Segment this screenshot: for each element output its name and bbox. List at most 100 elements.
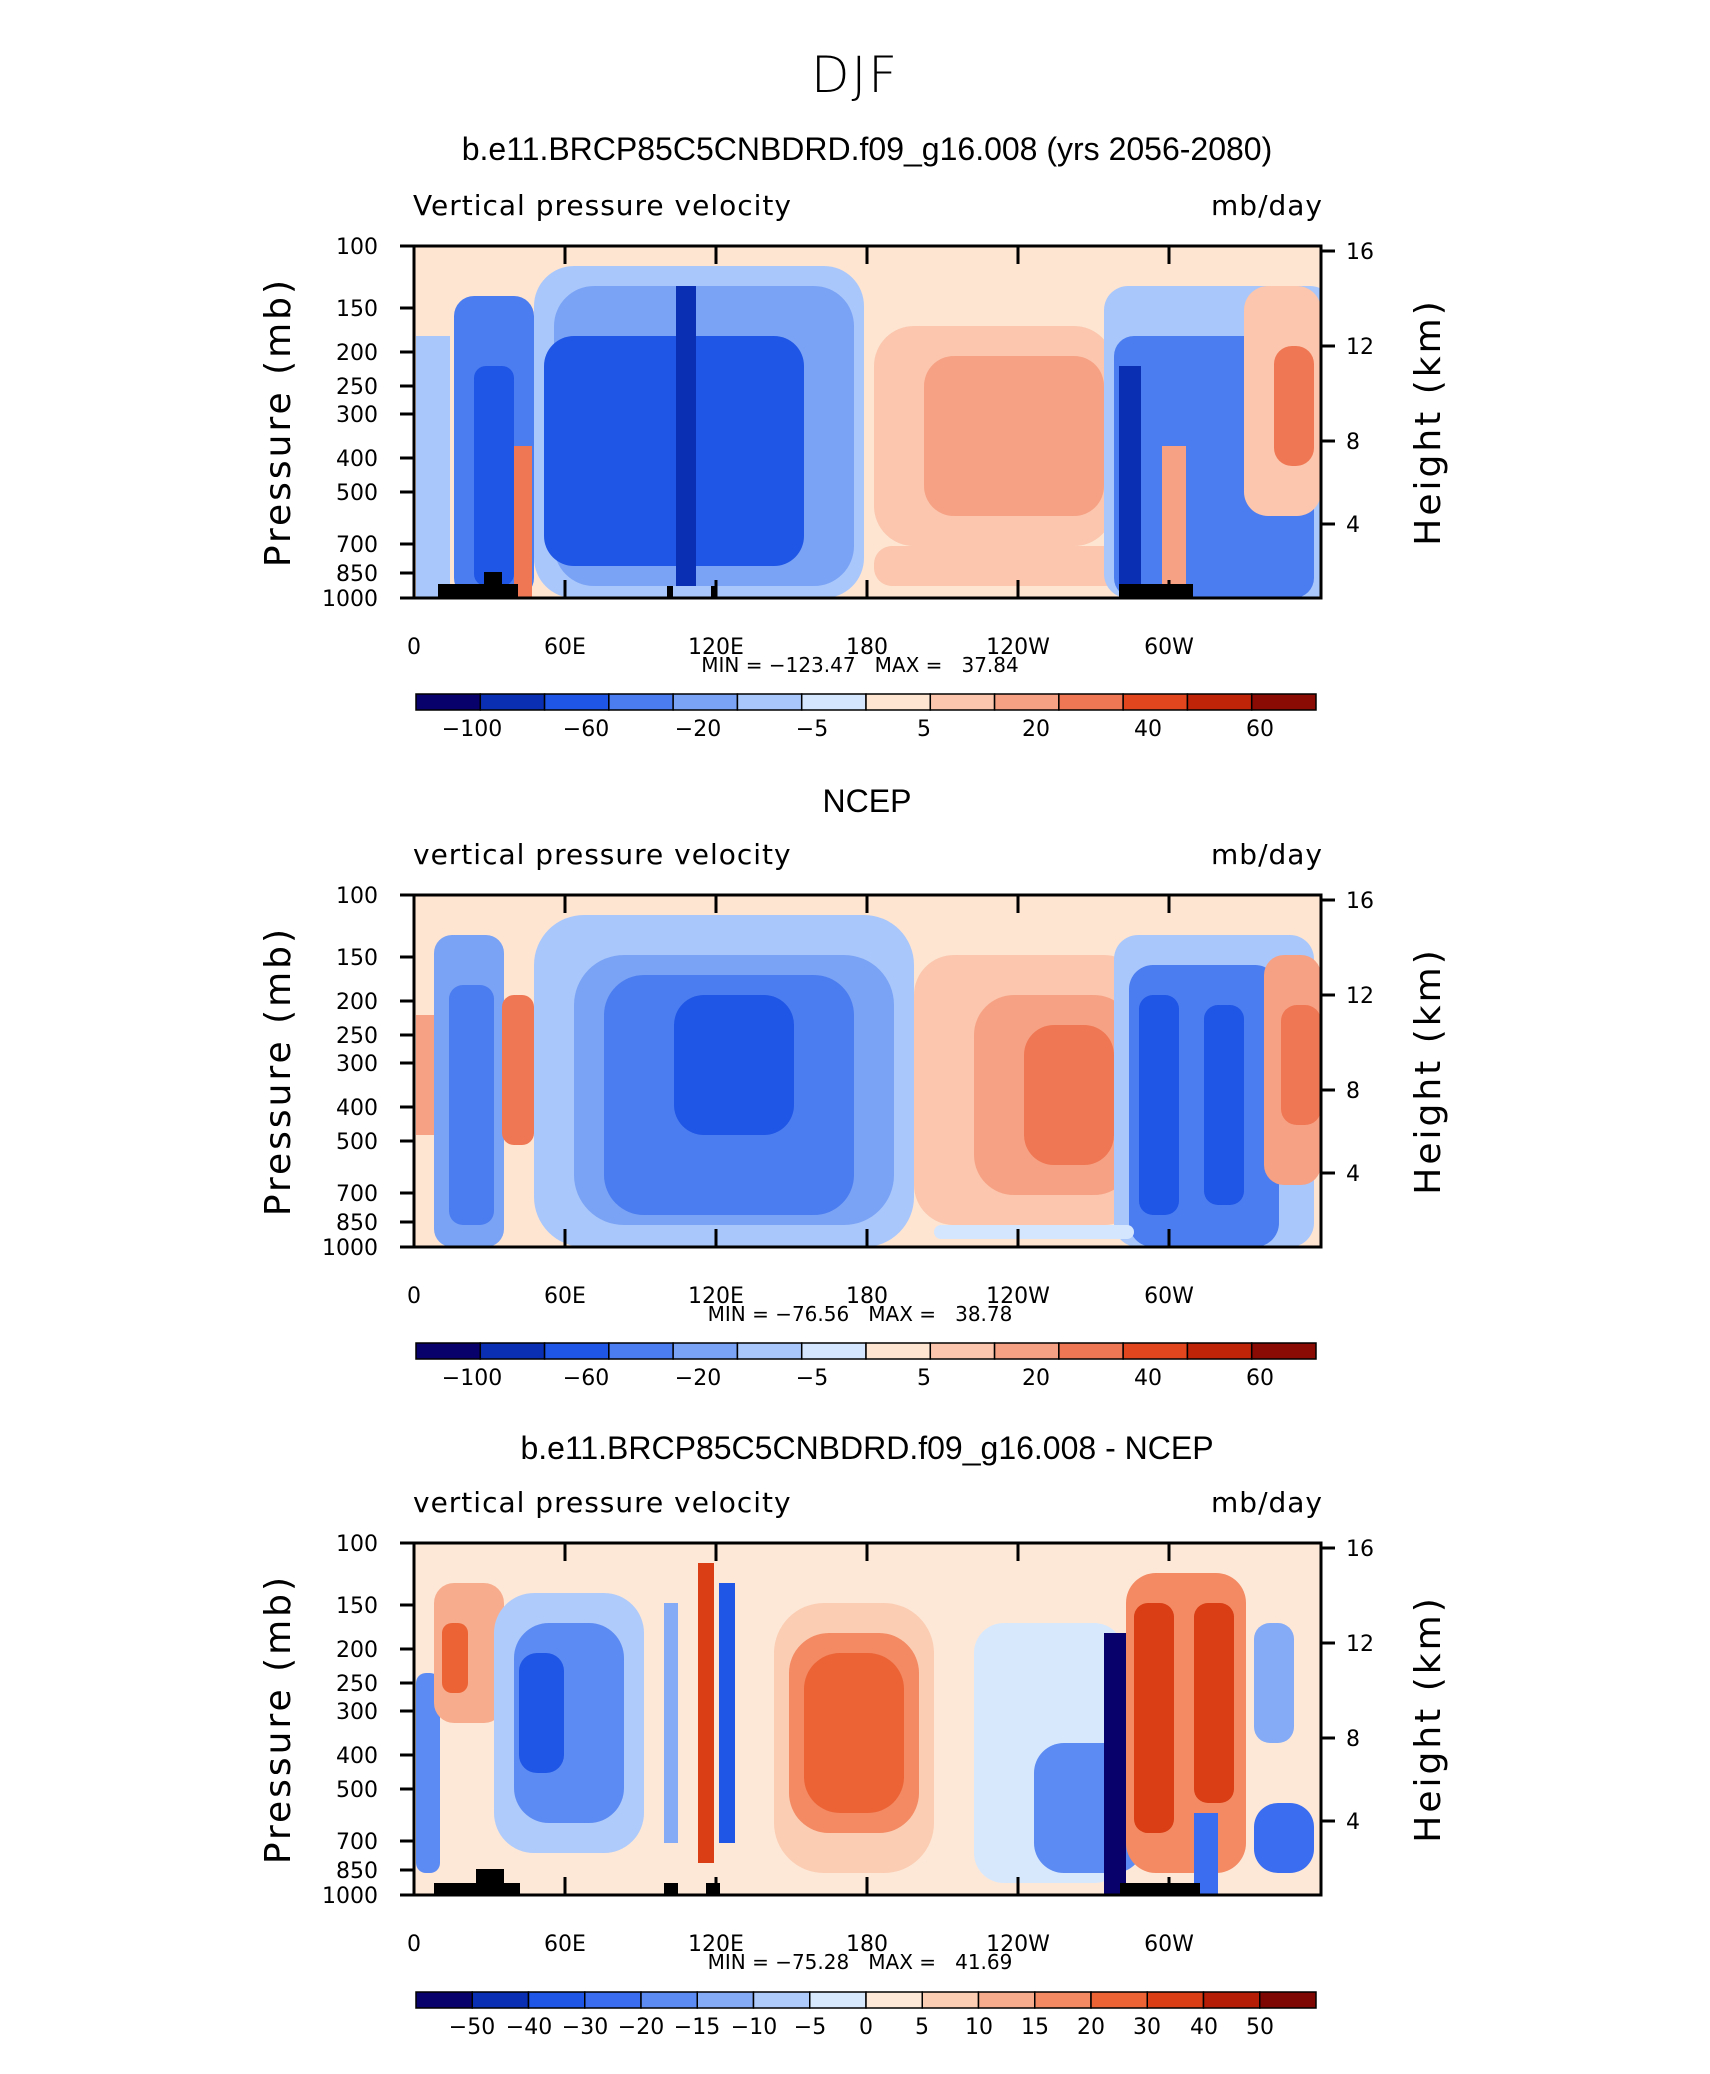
panel-1-x-ticks (412, 246, 1171, 598)
y-tick-label: 1000 (322, 1236, 378, 1261)
y2-tick-label: 16 (1346, 1537, 1374, 1562)
region-west-ascent (416, 1673, 440, 1873)
colorbar-swatch (543, 1342, 610, 1360)
y-tick-label: 850 (336, 1211, 378, 1236)
panel-1-min-max: MIN = −123.47 MAX = 37.84 (701, 653, 1018, 677)
y2-tick-label: 8 (1346, 430, 1360, 455)
colorbar-swatch (608, 693, 674, 711)
region-africa-red (502, 995, 534, 1145)
y-tick-label: 150 (336, 946, 378, 971)
x-tick-label: 0 (407, 1932, 421, 1957)
y-tick-label: 100 (336, 1532, 378, 1557)
x-tick-label: 120E (688, 1284, 744, 1309)
region-americas-red-1 (1134, 1603, 1174, 1833)
region-central-pacific-core (804, 1653, 904, 1813)
y2-tick-label: 8 (1346, 1079, 1360, 1104)
panel-3-title: b.e11.BRCP85C5CNBDRD.f09_g16.008 - NCEP (520, 1430, 1213, 1466)
region-atlantic-core (1281, 1005, 1321, 1125)
colorbar-label: 5 (917, 717, 931, 742)
topography-plateau (484, 572, 502, 598)
y-tick-label: 700 (336, 1830, 378, 1855)
region-americas-red (1162, 446, 1186, 598)
region-central-pacific-core (924, 356, 1104, 516)
colorbar-swatch (1122, 693, 1189, 711)
colorbar-swatch (415, 1342, 482, 1360)
region-americas-core (1139, 995, 1179, 1215)
y-tick-label: 1000 (322, 587, 378, 612)
x-tick-label: 60W (1144, 1932, 1194, 1957)
colorbar-label: 30 (1133, 2015, 1161, 2040)
y-tick-label: 200 (336, 341, 378, 366)
y-tick-label: 500 (336, 1130, 378, 1155)
colorbar-label: 20 (1022, 717, 1050, 742)
panel-2-colorbar-labels: −100 −60 −20 −5 5 20 40 60 (442, 1366, 1274, 1391)
colorbar-label: 15 (1021, 2015, 1049, 2040)
colorbar-swatch (415, 1991, 473, 2009)
colorbar-label: 5 (915, 2015, 929, 2040)
panel-3-colorbar-labels: −50 −40 −30 −20 −15 −10 −5 0 5 10 15 20 … (449, 2015, 1274, 2040)
panel-2-colorbar (415, 1342, 1317, 1360)
topography-small-2 (706, 1883, 720, 1895)
colorbar-swatch (471, 1991, 530, 2009)
colorbar-label: −100 (442, 717, 502, 742)
y2-tick-label: 12 (1346, 335, 1374, 360)
colorbar-swatch (921, 1991, 980, 2009)
panel-3-units-label: mb/day (1211, 1486, 1323, 1519)
panel-2-x-tick-labels: 0 60E 120E 180 120W 60W (407, 1284, 1194, 1309)
y-tick-label: 300 (336, 403, 378, 428)
colorbar-label: −10 (731, 2015, 777, 2040)
region-central-pacific-core (1024, 1025, 1114, 1165)
colorbar-swatch (752, 1991, 811, 2009)
colorbar-label: −100 (442, 1366, 502, 1391)
panel-2-x-ticks (412, 895, 1171, 1247)
topography-africa (438, 584, 518, 598)
panel-2: NCEP vertical pressure velocity mb/day (258, 783, 1449, 1391)
colorbar-label: 20 (1077, 2015, 1105, 2040)
region-indian-core (519, 1653, 564, 1773)
colorbar-swatch (1034, 1991, 1092, 2009)
colorbar-swatch (415, 693, 482, 711)
panel-1-y2-tick-labels: 16 12 8 4 (1346, 240, 1374, 538)
colorbar-label: 40 (1190, 2015, 1218, 2040)
colorbar-swatch (1058, 1342, 1124, 1360)
region-americas-core-2 (1204, 1005, 1244, 1205)
y-tick-label: 100 (336, 884, 378, 909)
x-tick-label: 60W (1144, 635, 1194, 660)
colorbar-swatch (640, 1991, 698, 2009)
topography-small-2 (711, 586, 717, 598)
panel-1-plot (414, 246, 1321, 598)
region-americas-core-2 (1194, 1813, 1218, 1895)
region-pacific-core (674, 995, 794, 1135)
region-west-ascent (416, 336, 450, 598)
x-tick-label: 60E (544, 635, 586, 660)
colorbar-swatch (1122, 1342, 1189, 1360)
topography-americas (1120, 1883, 1200, 1895)
colorbar-swatch (479, 693, 546, 711)
colorbar-swatch (672, 693, 739, 711)
region-west-red (416, 1015, 434, 1135)
colorbar-label: −60 (563, 717, 609, 742)
colorbar-label: −50 (449, 2015, 495, 2040)
colorbar-swatch (608, 1342, 674, 1360)
x-tick-label: 0 (407, 635, 421, 660)
region-maritime-core (676, 286, 696, 586)
colorbar-swatch (1186, 1342, 1253, 1360)
region-africa-core (449, 985, 494, 1225)
region-atlantic-ascent (1254, 1803, 1314, 1873)
colorbar-swatch (1202, 1991, 1261, 2009)
y2-tick-label: 8 (1346, 1727, 1360, 1752)
colorbar-swatch (977, 1991, 1036, 2009)
x-tick-label: 120W (986, 1284, 1050, 1309)
y-tick-label: 250 (336, 1024, 378, 1049)
x-tick-label: 60E (544, 1932, 586, 1957)
y-tick-label: 300 (336, 1052, 378, 1077)
y-tick-label: 400 (336, 447, 378, 472)
y-tick-label: 850 (336, 562, 378, 587)
panel-2-y2-axis-label: Height (km) (1408, 947, 1449, 1194)
figure-title: DJF (811, 46, 899, 104)
colorbar-swatch (993, 1342, 1060, 1360)
y-tick-label: 500 (336, 481, 378, 506)
panel-3-y-ticks (400, 1541, 1335, 1897)
region-maritime-blue (719, 1583, 735, 1843)
